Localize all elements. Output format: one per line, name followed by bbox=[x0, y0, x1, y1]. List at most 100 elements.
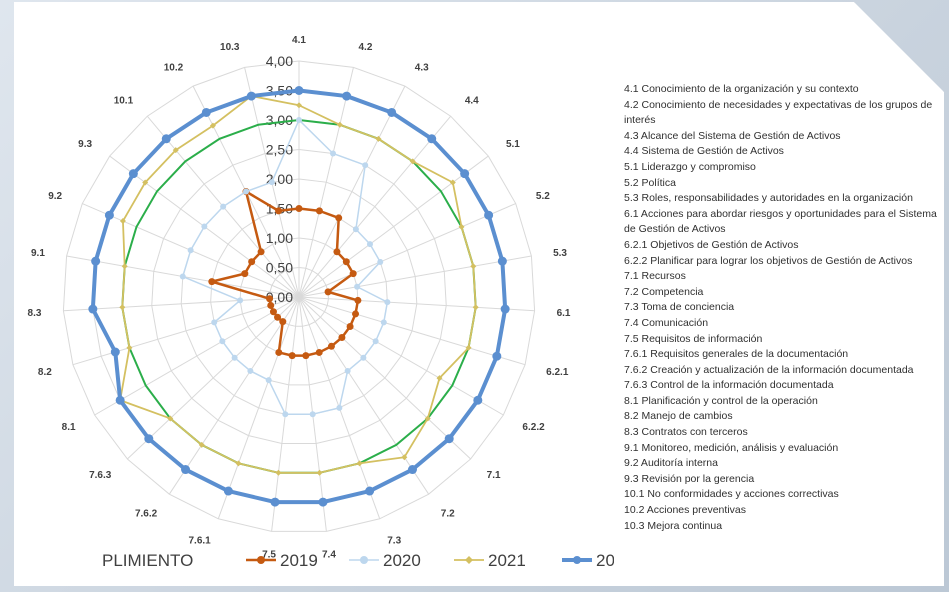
legend-label: 2021 bbox=[488, 551, 526, 570]
clause-description: 7.2 Competencia bbox=[624, 285, 704, 298]
data-point bbox=[484, 210, 494, 220]
legend-title: PLIMIENTO bbox=[102, 551, 193, 570]
legend-item-2022: 2022 bbox=[562, 551, 614, 570]
data-point bbox=[288, 352, 296, 360]
grid-spoke bbox=[298, 296, 535, 312]
series-line bbox=[119, 95, 477, 474]
data-point bbox=[424, 415, 431, 422]
data-point bbox=[401, 454, 408, 461]
grid-spoke bbox=[126, 296, 300, 460]
series-line bbox=[210, 190, 360, 357]
category-label: 7.6.2 bbox=[135, 509, 158, 520]
data-point bbox=[275, 469, 282, 476]
data-point bbox=[235, 460, 242, 467]
data-point bbox=[315, 207, 323, 215]
clause-description: 5.1 Liderazgo y compromiso bbox=[624, 160, 756, 173]
tick-label: 2,50 bbox=[266, 142, 293, 158]
data-point bbox=[407, 465, 417, 475]
grid-ring bbox=[151, 148, 447, 445]
category-label: 4.4 bbox=[465, 95, 479, 106]
data-point bbox=[492, 351, 502, 361]
series-2020 bbox=[179, 117, 391, 418]
data-point bbox=[387, 107, 397, 117]
radar-grid bbox=[62, 60, 536, 532]
category-label: 7.4 bbox=[322, 549, 336, 560]
data-point bbox=[427, 134, 437, 144]
category-label: 6.2.1 bbox=[546, 367, 569, 378]
legend: PLIMIENTO 2019 2020 2021 2022 bbox=[102, 551, 614, 570]
data-point bbox=[338, 333, 346, 341]
data-point bbox=[265, 377, 272, 384]
data-point bbox=[104, 210, 114, 220]
series-line bbox=[90, 88, 508, 505]
data-point bbox=[316, 469, 323, 476]
data-point bbox=[269, 308, 277, 316]
data-point bbox=[270, 497, 280, 507]
clause-description: 9.2 Auditoría interna bbox=[624, 457, 718, 470]
clause-description: 7.5 Requisitos de información bbox=[624, 332, 763, 345]
clause-description: 5.3 Roles, responsabilidades y autoridad… bbox=[624, 192, 913, 205]
data-point bbox=[275, 348, 283, 356]
data-point bbox=[91, 256, 101, 266]
grid-spoke bbox=[217, 296, 300, 519]
data-point bbox=[366, 241, 373, 248]
data-point bbox=[346, 323, 354, 330]
data-point bbox=[460, 169, 470, 179]
clause-description: 10.3 Mejora continua bbox=[624, 519, 723, 532]
data-point bbox=[257, 248, 265, 256]
data-point bbox=[354, 296, 362, 304]
category-label: 7.5 bbox=[262, 549, 276, 560]
series-2021 bbox=[117, 93, 479, 476]
data-point bbox=[354, 283, 361, 290]
clause-description: 7.6.1 Requisitos generales de la documen… bbox=[624, 348, 849, 361]
data-point bbox=[330, 150, 337, 157]
legend-item-2020: 2020 bbox=[349, 551, 421, 570]
category-label: 9.2 bbox=[48, 191, 62, 202]
data-point bbox=[327, 342, 335, 350]
clause-description: 6.2.2 Planificar para lograr los objetiv… bbox=[624, 254, 913, 267]
data-point bbox=[121, 263, 128, 270]
tick-label: 3,00 bbox=[266, 112, 293, 128]
data-point bbox=[336, 404, 343, 411]
clause-description: 9.3 Revisión por la gerencia bbox=[624, 472, 755, 485]
data-point bbox=[324, 288, 332, 296]
category-label: 8.1 bbox=[62, 422, 76, 433]
data-point bbox=[352, 310, 360, 318]
data-point bbox=[187, 247, 194, 254]
data-point bbox=[294, 86, 304, 95]
category-label: 9.3 bbox=[78, 139, 92, 150]
category-label: 9.1 bbox=[31, 248, 45, 259]
data-point bbox=[115, 395, 125, 405]
data-point bbox=[309, 411, 316, 418]
data-point bbox=[126, 344, 133, 351]
legend-marker bbox=[360, 556, 368, 564]
data-point bbox=[470, 263, 477, 270]
data-point bbox=[237, 297, 244, 304]
grid-spoke bbox=[298, 296, 430, 495]
clause-description-list: 4.1 Conocimiento de la organización y su… bbox=[624, 82, 944, 534]
data-point bbox=[246, 91, 256, 101]
radar-chart: 0,000,501,001,502,002,503,003,504,00 4.1… bbox=[28, 35, 614, 570]
data-point bbox=[198, 441, 205, 448]
data-point bbox=[365, 486, 375, 496]
data-point bbox=[88, 304, 98, 314]
clause-description: 10.1 No conformidades y acciones correct… bbox=[624, 488, 839, 501]
category-label: 7.2 bbox=[441, 509, 455, 520]
data-point bbox=[275, 207, 283, 215]
data-point bbox=[247, 367, 254, 374]
clause-description: 4.1 Conocimiento de la organización y su… bbox=[624, 83, 859, 95]
grid-spoke bbox=[298, 85, 406, 298]
data-point bbox=[465, 344, 472, 351]
clause-description: 4.2 Conocimiento de necesidades y expect… bbox=[624, 98, 933, 127]
grid-spoke bbox=[298, 296, 526, 366]
data-point bbox=[248, 258, 256, 266]
category-label: 8.2 bbox=[38, 367, 52, 378]
data-point bbox=[356, 460, 363, 467]
grid-ring bbox=[269, 266, 329, 327]
clause-description: 10.2 Acciones preventivas bbox=[624, 504, 746, 517]
data-point bbox=[241, 270, 249, 278]
clause-description: 9.1 Monitoreo, medición, análisis y eval… bbox=[624, 441, 839, 454]
data-point bbox=[315, 348, 323, 356]
data-point bbox=[219, 338, 226, 345]
category-label: 4.3 bbox=[415, 62, 429, 73]
